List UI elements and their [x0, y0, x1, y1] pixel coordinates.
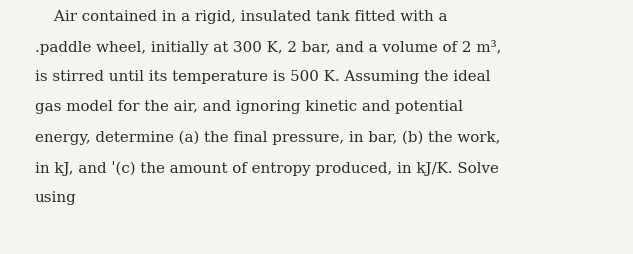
- Text: gas model for the air, and ignoring kinetic and potential: gas model for the air, and ignoring kine…: [35, 100, 463, 114]
- Text: is stirred until its temperature is 500 K. Assuming the ideal: is stirred until its temperature is 500 …: [35, 70, 491, 84]
- Text: in kJ, and ˈ(c) the amount of entropy produced, in kJ/K. Solve: in kJ, and ˈ(c) the amount of entropy pr…: [35, 160, 499, 175]
- Text: .paddle wheel, initially at 300 K, 2 bar, and a volume of 2 m³,: .paddle wheel, initially at 300 K, 2 bar…: [35, 40, 501, 55]
- Text: using: using: [35, 190, 77, 204]
- Text: Air contained in a rigid, insulated tank fitted with a: Air contained in a rigid, insulated tank…: [35, 10, 448, 24]
- Text: energy, determine (a) the final pressure, in bar, (b) the work,: energy, determine (a) the final pressure…: [35, 130, 500, 144]
